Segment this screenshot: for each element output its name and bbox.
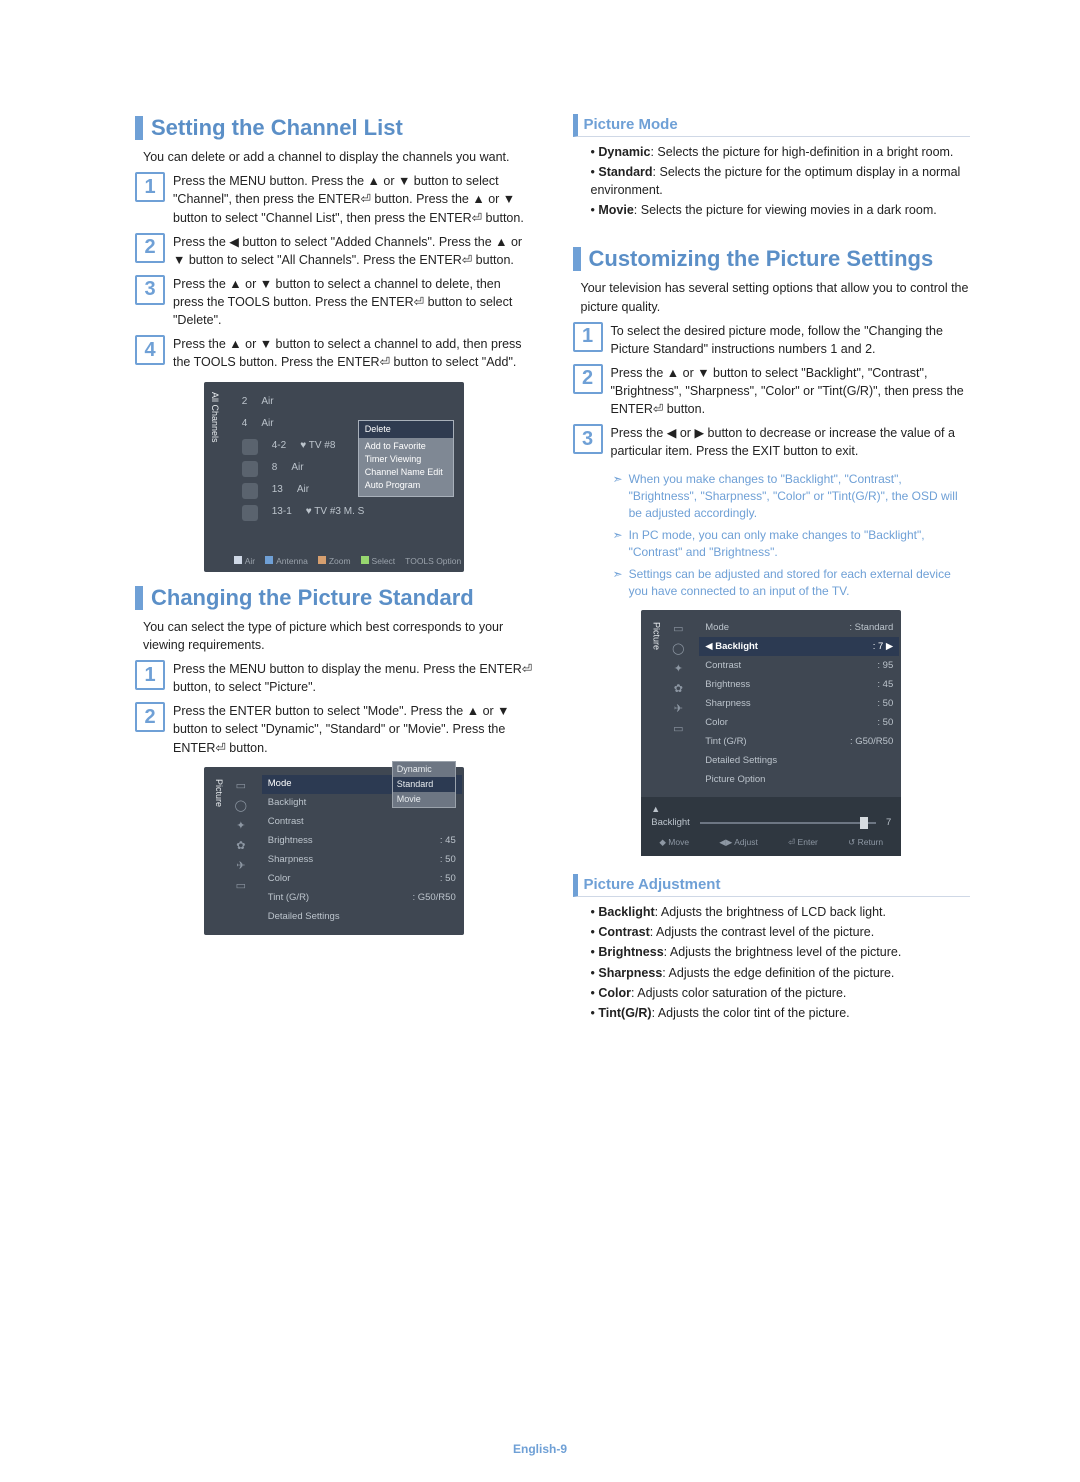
osd-row-icon: ▭ (233, 879, 249, 895)
picture-standard-intro: You can select the type of picture which… (143, 618, 533, 654)
osd-side-label: Picture (212, 779, 225, 807)
step: 2 Press the ◀ button to select "Added Cha… (135, 233, 533, 269)
step-number-icon: 1 (135, 172, 165, 202)
osd-dropdown: Dynamic Standard Movie (392, 761, 456, 808)
step-text: Press the ▲ or ▼ button to select a chan… (173, 335, 533, 371)
osd-slider-block: ▲ Backlight 7 ◆ Move ◀▶ Adjust ⏎ Enter ↺… (641, 797, 901, 856)
row-icon (242, 439, 258, 455)
osd-side-label: Picture (649, 622, 662, 650)
step: 1 Press the MENU button. Press the ▲ or ▼… (135, 172, 533, 226)
slider-label: Backlight (651, 816, 690, 830)
customizing-notes: When you make changes to "Backlight", "C… (613, 471, 971, 601)
slider-value: 7 (886, 816, 891, 830)
osd-row-icon: ✈ (670, 702, 686, 718)
picture-adjustment-subtitle: Picture Adjustment (573, 874, 971, 897)
step-text: Press the ▲ or ▼ button to select a chan… (173, 275, 533, 329)
step: 4 Press the ▲ or ▼ button to select a cha… (135, 335, 533, 371)
picture-standard-steps: 1 Press the MENU button to display the me… (135, 660, 533, 757)
step-number-icon: 1 (573, 322, 603, 352)
step-number-icon: 3 (135, 275, 165, 305)
step-number-icon: 2 (135, 702, 165, 732)
picture-mode-subtitle: Picture Mode (573, 114, 971, 137)
osd-row-icon: ▭ (670, 622, 686, 638)
osd-row-icon: ✿ (670, 682, 686, 698)
step-text: Press the ▲ or ▼ button to select "Backl… (611, 364, 971, 418)
step-text: Press the MENU button to display the men… (173, 660, 533, 696)
osd-popup-menu: Delete Add to Favorite Timer Viewing Cha… (358, 420, 454, 497)
channel-list-steps: 1 Press the MENU button. Press the ▲ or ▼… (135, 172, 533, 371)
step: 3 Press the ▲ or ▼ button to select a cha… (135, 275, 533, 329)
step-text: To select the desired picture mode, foll… (611, 322, 971, 358)
step-text: Press the ◀ or ▶ button to decrease or i… (611, 424, 971, 460)
picture-mode-bullets: Dynamic: Selects the picture for high-de… (591, 143, 971, 220)
step-number-icon: 2 (573, 364, 603, 394)
osd-row-icon: ◯ (233, 799, 249, 815)
slider-track (700, 822, 876, 824)
osd-icon-column: ▭ ◯ ✦ ✿ ✈ ▭ (233, 775, 251, 899)
row-icon (242, 483, 258, 499)
customizing-steps: 1 To select the desired picture mode, fol… (573, 322, 971, 461)
slider-thumb-icon (860, 817, 868, 829)
osd-row-icon: ▭ (233, 779, 249, 795)
row-icon (242, 505, 258, 521)
channel-list-intro: You can delete or add a channel to displ… (143, 148, 533, 166)
step-text: Press the MENU button. Press the ▲ or ▼ … (173, 172, 533, 226)
osd-side-label: All Channels (208, 392, 221, 443)
osd-row-icon: ✦ (670, 662, 686, 678)
step-number-icon: 4 (135, 335, 165, 365)
step-text: Press the ENTER button to select "Mode".… (173, 702, 533, 756)
channel-list-title: Setting the Channel List (135, 116, 533, 140)
osd-row-icon: ✈ (233, 859, 249, 875)
osd-customizing-image: Picture ▭ ◯ ✦ ✿ ✈ ▭ Mode: Standard ◀ Bac… (641, 610, 901, 856)
osd-channel-image: All Channels 2Air 4Air 4-2♥ TV #8 8Air 1… (204, 382, 464, 572)
osd-legend: ◆ Move ◀▶ Adjust ⏎ Enter ↺ Return (651, 836, 891, 848)
osd-legend: Air Antenna Zoom Select TOOLS Option (234, 555, 462, 567)
page-footer: English-9 (0, 1441, 1080, 1458)
osd-row-icon: ✿ (233, 839, 249, 855)
osd-row-icon: ✦ (233, 819, 249, 835)
step-text: Press the ◀ button to select "Added Chan… (173, 233, 533, 269)
osd-picture-standard-image: Picture ▭ ◯ ✦ ✿ ✈ ▭ Mode Dynamic Standar… (204, 767, 464, 935)
step-number-icon: 1 (135, 660, 165, 690)
step-number-icon: 2 (135, 233, 165, 263)
osd-row-icon: ◯ (670, 642, 686, 658)
row-icon (242, 461, 258, 477)
osd-row-icon: ▭ (670, 722, 686, 738)
left-column: Setting the Channel List You can delete … (135, 110, 533, 1032)
right-column: Picture Mode Dynamic: Selects the pictur… (573, 110, 971, 1032)
customizing-intro: Your television has several setting opti… (581, 279, 971, 315)
osd-icon-column: ▭ ◯ ✦ ✿ ✈ ▭ (670, 618, 688, 742)
picture-standard-title: Changing the Picture Standard (135, 586, 533, 610)
picture-adjustment-bullets: Backlight: Adjusts the brightness of LCD… (591, 903, 971, 1022)
customizing-title: Customizing the Picture Settings (573, 247, 971, 271)
step-number-icon: 3 (573, 424, 603, 454)
